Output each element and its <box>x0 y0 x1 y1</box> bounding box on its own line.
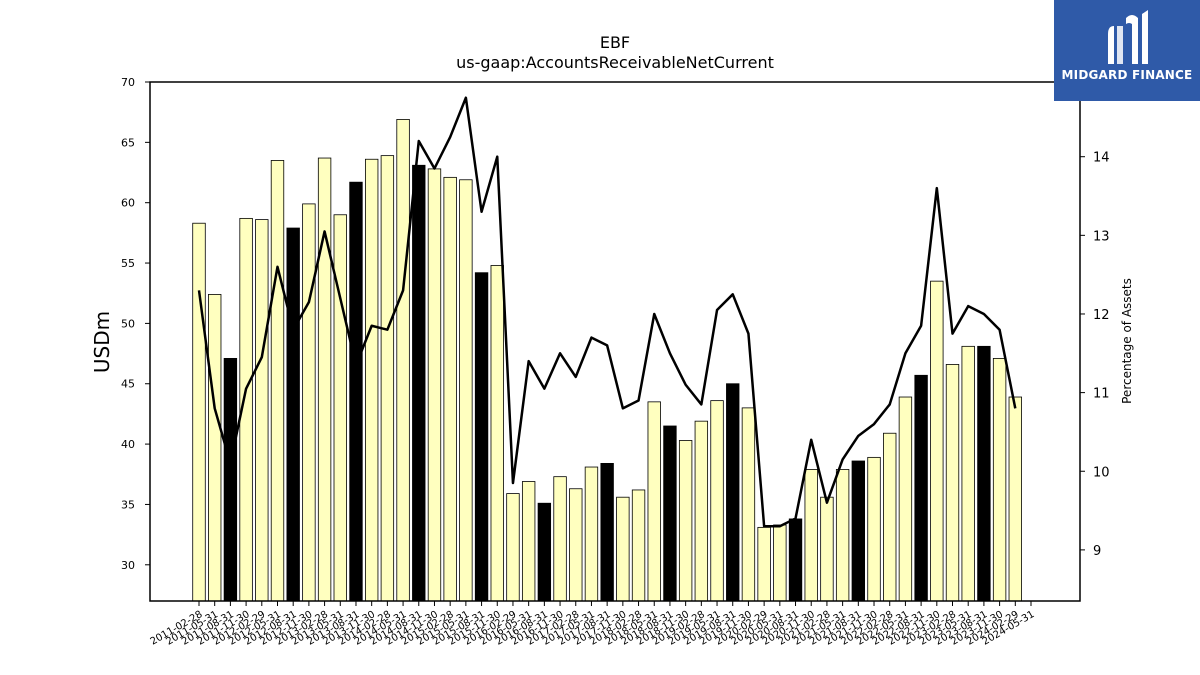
y-tick-label-40: 40 <box>121 438 135 451</box>
bar-2015-05-31 <box>459 179 473 602</box>
bar-2023-08-31 <box>977 345 991 602</box>
bar-2018-02-28 <box>631 489 646 602</box>
bar-2021-05-31 <box>835 469 850 602</box>
bar-2015-02-28 <box>443 176 457 602</box>
bar-2016-08-31 <box>537 502 552 602</box>
bar-2021-02-28 <box>820 496 834 602</box>
y-axis-label: USDm <box>90 311 114 373</box>
bar-2017-11-30 <box>616 496 630 602</box>
bar-2017-08-31 <box>600 462 614 602</box>
bar-2021-11-30 <box>867 456 881 602</box>
logo-text: MIDGARD FINANCE <box>1061 68 1193 82</box>
bar-2017-02-28 <box>569 488 583 602</box>
bar-2023-02-28 <box>945 364 960 602</box>
bar-2014-02-28 <box>380 155 395 602</box>
y-tick-label-55: 55 <box>121 257 135 270</box>
y-axis-right: 9 10 11 12 13 14 <box>1080 151 1110 559</box>
y-tick-label-65: 65 <box>121 136 135 149</box>
bar-2014-08-31 <box>412 164 426 602</box>
y-right-tick-label-9: 9 <box>1093 544 1101 559</box>
bar-2012-11-30 <box>302 203 316 602</box>
bar-2019-05-31 <box>710 400 724 602</box>
bar-2014-11-30 <box>427 168 442 602</box>
y-right-tick-label-10: 10 <box>1093 465 1110 480</box>
bar-group <box>192 119 1022 602</box>
percentage-line <box>197 96 1017 528</box>
y-right-tick-label-13: 13 <box>1093 229 1110 244</box>
y-tick-label-70: 70 <box>121 76 135 89</box>
bar-2018-08-31 <box>663 425 677 602</box>
plot-frame <box>149 81 1081 602</box>
bar-2011-08-31 <box>223 357 238 602</box>
y-axis-right-label: Percentage of Assets <box>1120 278 1134 404</box>
y-right-tick-label-14: 14 <box>1093 151 1110 166</box>
bar-2023-11-30 <box>992 357 1007 602</box>
bar-2014-05-31 <box>396 119 410 602</box>
bar-2022-05-31 <box>898 396 913 602</box>
bar-2015-08-31 <box>474 272 489 602</box>
chart-title: EBF <box>600 33 630 52</box>
bar-2024-02-29 <box>1008 396 1022 602</box>
line-group <box>197 96 1017 528</box>
bar-2012-08-31 <box>286 227 300 602</box>
bar-2018-11-30 <box>678 440 693 602</box>
y-tick-label-60: 60 <box>121 197 135 210</box>
bar-2018-05-31 <box>647 401 661 602</box>
chart-subtitle: us-gaap:AccountsReceivableNetCurrent <box>456 53 774 72</box>
bar-2015-11-30 <box>490 265 504 602</box>
bar-2011-02-28 <box>192 222 206 602</box>
bar-2022-11-30 <box>930 280 944 602</box>
bar-2020-08-31 <box>788 518 803 602</box>
y-tick-label-35: 35 <box>121 498 135 511</box>
bar-2012-02-29 <box>255 219 269 602</box>
bar-2016-02-29 <box>506 493 520 602</box>
bar-2022-02-28 <box>883 432 897 602</box>
bar-2020-02-29 <box>757 526 771 602</box>
y-right-tick-label-12: 12 <box>1093 308 1110 323</box>
y-axis-left: 30 35 40 45 50 55 60 65 70 <box>121 76 150 572</box>
bar-2019-02-28 <box>694 420 709 602</box>
bar-2017-05-31 <box>584 466 599 602</box>
y-tick-label-45: 45 <box>121 378 135 391</box>
logo-mark-icon <box>1108 10 1148 64</box>
bar-2013-08-31 <box>349 181 363 602</box>
y-right-tick-label-11: 11 <box>1093 387 1110 402</box>
bar-2021-08-31 <box>851 460 865 602</box>
y-tick-label-50: 50 <box>121 317 135 330</box>
bar-2019-11-30 <box>741 407 756 602</box>
bar-2011-05-31 <box>208 294 222 602</box>
bar-2020-05-31 <box>773 524 787 602</box>
y-tick-label-30: 30 <box>121 559 135 572</box>
bar-2016-05-31 <box>521 481 536 602</box>
bar-2023-05-31 <box>961 345 975 602</box>
bar-2020-11-30 <box>804 469 818 602</box>
bar-2016-11-30 <box>553 476 567 602</box>
bar-2022-08-31 <box>914 374 928 602</box>
bar-2019-08-31 <box>726 383 740 602</box>
x-axis: 2011-02-282011-05-312011-08-312011-11-30… <box>149 601 1037 648</box>
brand-logo: MIDGARD FINANCE <box>1054 0 1200 101</box>
bar-2012-05-31 <box>270 160 285 602</box>
bar-2013-02-28 <box>317 157 332 602</box>
bar-2013-05-31 <box>333 214 347 602</box>
bar-2013-11-30 <box>364 158 379 602</box>
